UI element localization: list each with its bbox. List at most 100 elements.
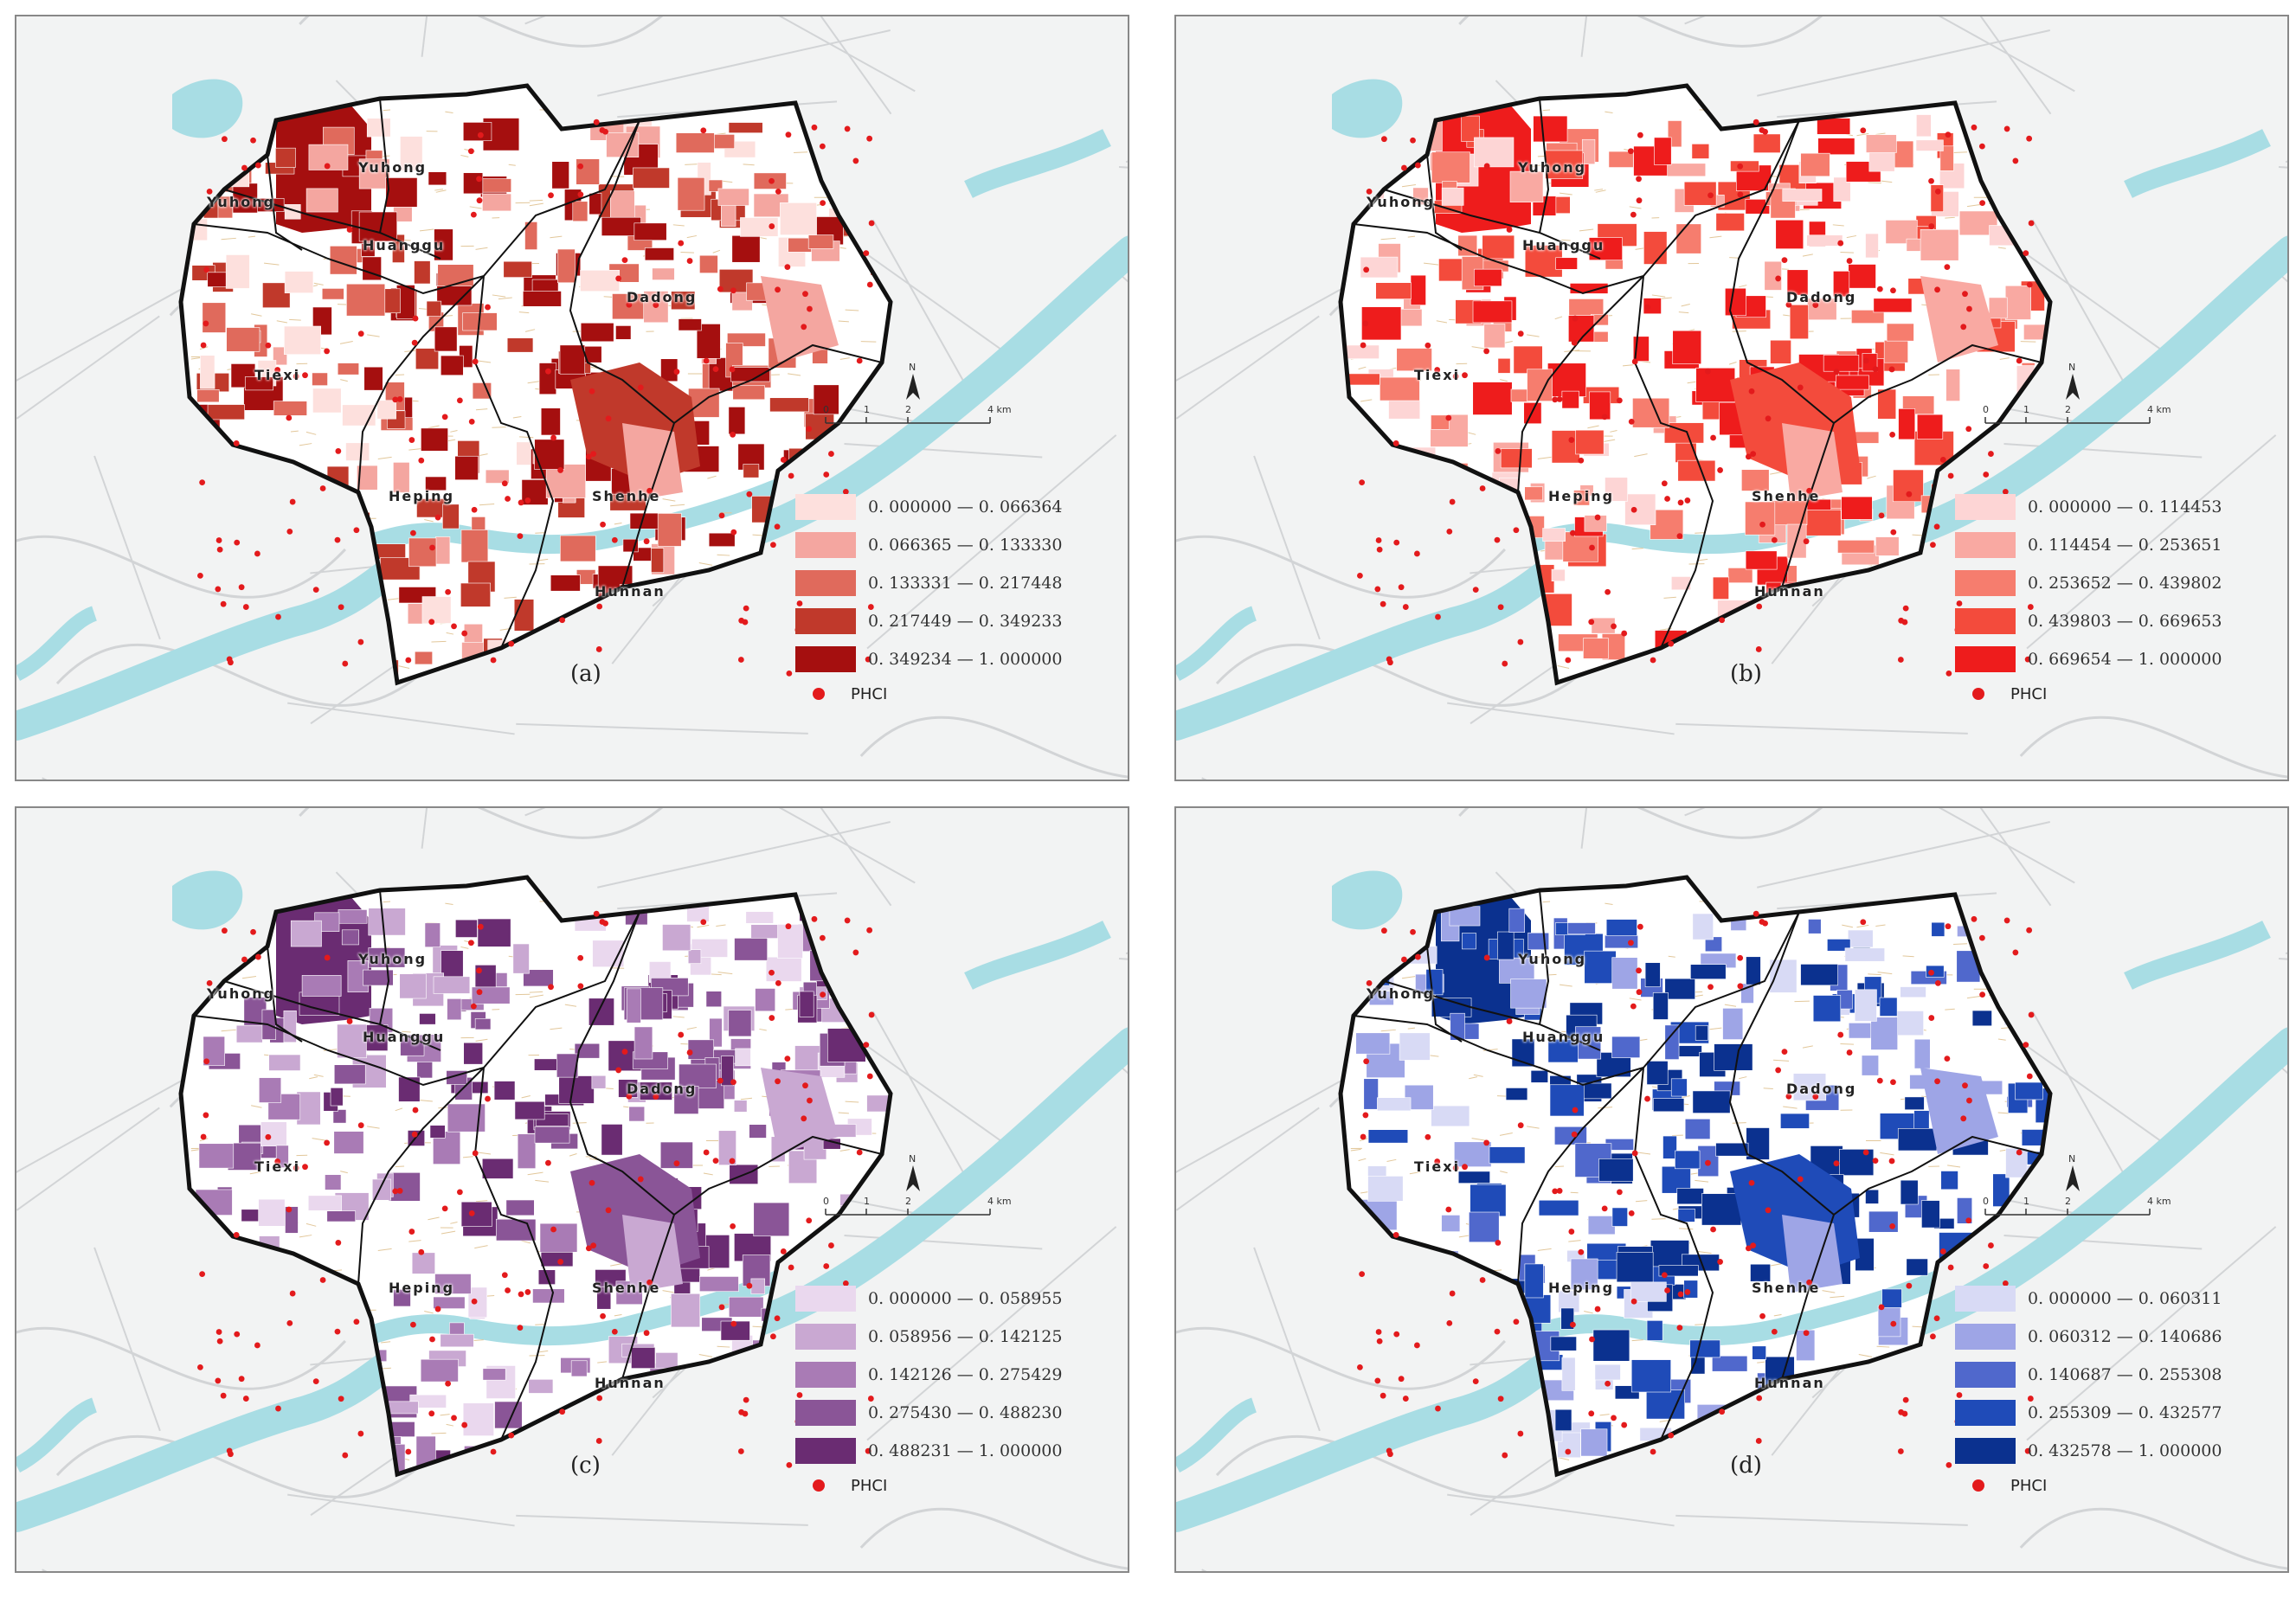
phci-dot-icon <box>1972 1479 1984 1492</box>
cell <box>213 542 245 571</box>
cell <box>304 1434 340 1465</box>
phci-point <box>254 1342 260 1349</box>
cell <box>1367 1129 1409 1144</box>
cell <box>1580 1428 1608 1457</box>
cell <box>236 1354 267 1389</box>
phci-point <box>1636 989 1643 996</box>
phci-point <box>856 357 863 364</box>
cell <box>626 988 641 1023</box>
phci-point <box>357 638 364 645</box>
cell <box>1992 1173 2010 1207</box>
phci-point <box>577 983 584 990</box>
cell <box>1897 1128 1938 1152</box>
legend-entry: 0. 255309 — 0. 432577 <box>1955 1394 2222 1432</box>
cell <box>1432 1307 1461 1332</box>
cell <box>1538 1199 1579 1216</box>
cell <box>326 1210 356 1222</box>
cell <box>1506 516 1545 538</box>
legend-point-label: PHCI <box>851 684 888 703</box>
cell <box>346 283 386 317</box>
phci-point <box>335 448 342 454</box>
cell <box>244 376 273 391</box>
cell <box>1347 1388 1380 1415</box>
cell <box>1403 911 1432 934</box>
cell <box>442 504 460 529</box>
phci-point <box>1631 1150 1638 1157</box>
cell <box>462 1402 494 1436</box>
legend-range-label: 0. 140687 — 0. 255308 <box>2028 1365 2222 1384</box>
cell <box>608 604 626 619</box>
phci-point <box>418 457 425 464</box>
phci-point <box>1462 1164 1468 1171</box>
phci-point <box>1960 1115 1967 1122</box>
phci-point <box>653 1094 659 1100</box>
legend-entry: 0. 000000 — 0. 066364 <box>795 488 1062 526</box>
cell <box>1913 1038 1931 1069</box>
phci-point <box>470 1003 477 1010</box>
cell <box>688 1448 710 1462</box>
phci-point <box>1616 1189 1623 1196</box>
cell <box>1875 536 1900 556</box>
cell <box>807 234 834 249</box>
city-boundary <box>1338 875 2053 1478</box>
cell <box>1770 1402 1805 1418</box>
phci-point <box>1753 119 1759 125</box>
cell <box>1407 510 1422 546</box>
cell <box>1489 1146 1526 1164</box>
legend-range-label: 0. 000000 — 0. 060311 <box>2028 1289 2222 1308</box>
phci-point <box>593 910 600 917</box>
map-panel-b: Yuhong Yuhong Huanggu Dadong Tiexi Heping Shen… <box>1174 15 2289 781</box>
phci-point <box>780 1248 787 1254</box>
phci-point <box>242 1396 249 1402</box>
cell <box>1988 297 2008 319</box>
phci-point <box>1611 623 1617 630</box>
cell <box>217 196 234 219</box>
cell <box>1745 501 1776 536</box>
cell <box>1665 163 1707 177</box>
phci-point <box>1616 397 1623 404</box>
cell <box>1897 573 1932 600</box>
cell <box>1399 1032 1431 1061</box>
cell <box>1432 492 1462 523</box>
district-label: Hunnan <box>595 1375 666 1391</box>
district-label: Shenhe <box>592 488 661 504</box>
phci-point <box>445 588 452 595</box>
district-label: Tiexi <box>254 1158 301 1175</box>
cell <box>1644 962 1661 987</box>
cell <box>463 172 484 195</box>
phci-point <box>646 487 653 494</box>
cell <box>1672 330 1702 365</box>
cell <box>2017 227 2039 245</box>
cell <box>1349 504 1384 523</box>
phci-point <box>1452 373 1459 380</box>
cell <box>1849 609 1871 631</box>
phci-point <box>1737 954 1744 961</box>
cell <box>1808 919 1822 934</box>
phci-point <box>456 397 463 404</box>
phci-point <box>215 1329 222 1335</box>
phci-point <box>1621 1421 1628 1428</box>
cell <box>1875 672 1902 683</box>
district-label: Yuhong <box>1518 951 1587 967</box>
cell <box>1958 1247 1980 1273</box>
legend-entry: 0. 133331 — 0. 217448 <box>795 564 1062 602</box>
phci-point <box>559 1408 566 1415</box>
phci-point <box>1392 440 1399 446</box>
cell <box>528 1379 554 1394</box>
cell <box>460 582 491 607</box>
phci-point <box>1983 1263 1990 1269</box>
cell <box>285 1206 299 1234</box>
phci-point <box>1928 223 1935 229</box>
phci-points <box>1357 119 2035 677</box>
legend-point-entry: PHCI <box>795 1470 1062 1501</box>
cell <box>1675 1045 1702 1057</box>
phci-point <box>1771 536 1778 543</box>
cell <box>1614 1460 1630 1474</box>
cell <box>1653 1098 1685 1113</box>
legend-point-label: PHCI <box>851 1476 888 1495</box>
phci-point <box>1462 372 1468 379</box>
cell <box>482 1368 506 1381</box>
phci-point <box>1668 640 1675 647</box>
cell <box>591 1075 607 1089</box>
cell <box>643 291 669 324</box>
